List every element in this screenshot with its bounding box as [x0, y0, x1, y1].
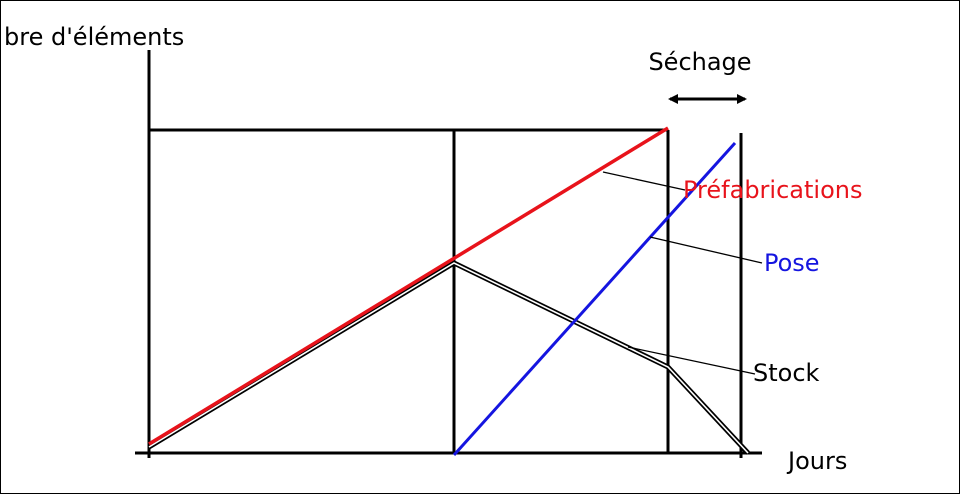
y-axis-label: bre d'éléments	[4, 23, 184, 51]
pose-label: Pose	[764, 249, 820, 277]
stock-label: Stock	[753, 359, 820, 387]
leader	[649, 236, 763, 264]
drying-label: Séchage	[648, 48, 751, 76]
prefab-line	[148, 126, 669, 446]
x-axis-label: Jours	[786, 447, 847, 475]
leader	[602, 171, 686, 191]
leader	[627, 346, 756, 375]
stock-line-inner	[148, 262, 749, 454]
prefab-label: Préfabrications	[683, 176, 862, 204]
pose-line	[452, 141, 737, 457]
